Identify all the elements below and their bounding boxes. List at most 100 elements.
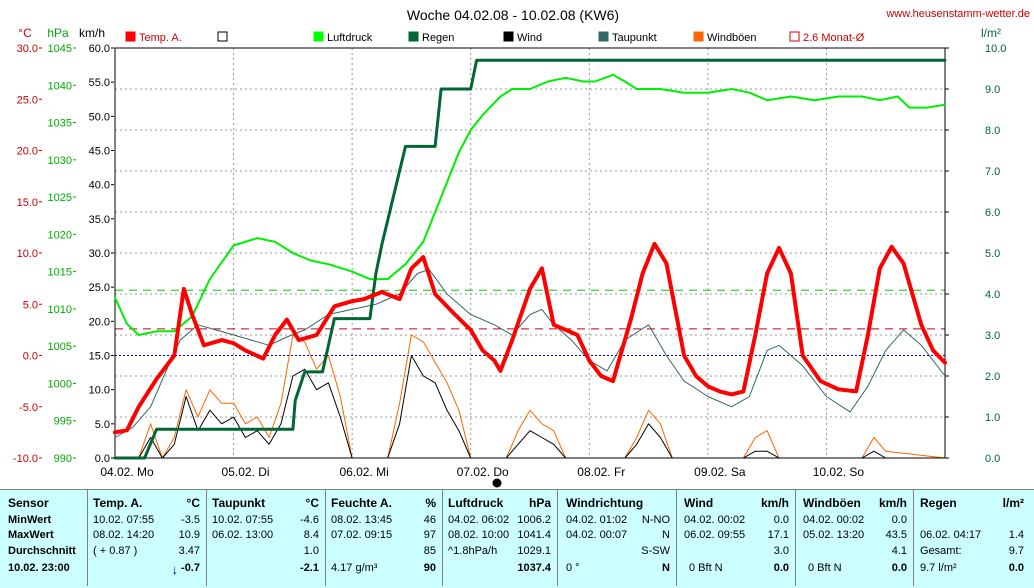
moon-phase-icon	[492, 478, 502, 488]
legend-swatch	[503, 31, 514, 42]
wind-header: Wind	[684, 496, 714, 510]
gust-now: 0.0	[891, 562, 907, 574]
x-tick-label: 06.02. Mi	[339, 465, 388, 479]
wind-tick-label: 60.0	[89, 43, 110, 55]
temp-tick-label: 10.0	[17, 248, 38, 260]
wind-min-time: 04.02. 00:02	[684, 514, 746, 526]
axis-unit-label: °C	[18, 26, 32, 40]
dew-header: Taupunkt	[212, 496, 266, 510]
rain-series	[113, 58, 947, 460]
dew-avg: 1.0	[303, 545, 319, 557]
legend-swatch	[408, 31, 419, 42]
wind-tick-label: 30.0	[89, 248, 110, 260]
column-wind: Wind km/h 04.02. 00:02 0.0 06.02. 09:55 …	[677, 490, 796, 586]
legend-item: Wind	[503, 31, 542, 44]
pressure-tick-label: 1025	[48, 192, 72, 204]
hum-min-time: 08.02. 13:45	[331, 514, 393, 526]
column-dewpoint: Taupunkt °C 10.02. 07:55 -4.6 06.02. 13:…	[207, 490, 326, 586]
press-now: 1037.4	[517, 562, 551, 574]
gust-avg: 4.1	[891, 545, 907, 557]
rain-header: Regen	[920, 496, 957, 510]
dir-now: N	[662, 562, 670, 574]
wind-tick-label: 35.0	[89, 214, 110, 226]
legend-item: Windböen	[693, 31, 757, 44]
rain-tick-label: 3.0	[985, 330, 1000, 342]
gust-unit: km/h	[878, 496, 907, 510]
hum-min-val: 46	[423, 514, 436, 526]
wind-max-val: 17.1	[767, 529, 789, 541]
column-rain: Regen l/m² 06.02. 04:17 1.4 Gesamt: 9.7 …	[914, 490, 1032, 586]
column-temp: Temp. A. °C 10.02. 07:55 -3.5 08.02. 14:…	[88, 490, 207, 586]
pressure-tick-label: 1010	[48, 304, 72, 316]
rain-unit: l/m²	[1002, 496, 1024, 510]
column-gusts: Windböen km/h 04.02. 00:02 0.0 05.02. 13…	[796, 490, 914, 586]
rain-max-time: 06.02. 04:17	[920, 529, 982, 541]
legend-label: Windböen	[707, 32, 757, 44]
axes: 30.0 25.0 20.0 15.0 10.0 5.0 0.0 -5.0 -10.0 1045 1…	[13, 43, 1006, 488]
dir-max-val: N	[662, 529, 670, 541]
hum-header: Feuchte A.	[331, 496, 392, 510]
pressure-series	[114, 73, 946, 336]
wind-tick-label: 10.0	[89, 385, 110, 397]
press-max-time: 08.02. 10:00	[448, 529, 510, 541]
legend-item: Temp. A.	[125, 31, 182, 44]
rain-tick-label: 10.0	[985, 43, 1006, 55]
temp-tick-label: 0.0	[23, 351, 38, 363]
series-layer	[113, 58, 947, 460]
current-time: 10.02. 23:00	[8, 562, 70, 574]
pressure-tick-label: 1040	[48, 80, 72, 92]
legend: Temp. A. Luftdruck Regen Wind Taupunkt Windbö…	[125, 31, 865, 44]
legend-label: Temp. A.	[139, 32, 182, 44]
dewpoint-series	[114, 268, 946, 438]
legend-item: Luftdruck	[313, 31, 373, 44]
temp-tick-label: 5.0	[23, 299, 38, 311]
wind-series	[114, 355, 946, 459]
pressure-tick-label: 1035	[48, 118, 72, 130]
sensor-header: Sensor	[8, 496, 49, 510]
legend-swatch	[693, 31, 704, 42]
pressure-tick-label: 1030	[48, 155, 72, 167]
pressure-tick-label: 1005	[48, 341, 72, 353]
temp-tick-label: -5.0	[19, 402, 38, 414]
temp-max-time: 08.02. 14:20	[93, 529, 155, 541]
temp-tick-label: 25.0	[17, 94, 38, 106]
legend-label: Wind	[517, 32, 542, 44]
temp-min-time: 10.02. 07:55	[93, 514, 155, 526]
temp-min-val: -3.5	[181, 514, 200, 526]
column-pressure: Luftdruck hPa 04.02. 06:02 1006.2 08.02.…	[443, 490, 558, 586]
temp-trend: ( + 0.87 )	[93, 545, 138, 557]
rain-total: 9.7	[1008, 545, 1024, 557]
wind-tick-label: 15.0	[89, 351, 110, 363]
axis-unit-label: km/h	[79, 26, 105, 40]
pressure-tick-label: 995	[54, 416, 72, 428]
rain-tick-label: 2.0	[985, 371, 1000, 383]
axis-unit-label: hPa	[47, 26, 69, 40]
rain-tick-label: 0.0	[985, 453, 1000, 465]
legend-label: Taupunkt	[612, 32, 657, 44]
dir-avg: S-SW	[641, 545, 670, 557]
minwert-label: MinWert	[8, 514, 52, 526]
wind-tick-label: 40.0	[89, 180, 110, 192]
statistics-table: Sensor MinWert MaxWert Durchschnitt 10.0…	[0, 489, 1034, 588]
press-min-time: 04.02. 06:02	[448, 514, 510, 526]
pressure-tick-label: 1000	[48, 378, 72, 390]
press-max-val: 1041.4	[517, 529, 551, 541]
rain-total-label: Gesamt:	[920, 545, 962, 557]
press-min-val: 1006.2	[517, 514, 551, 526]
column-wind-direction: Windrichtung 04.02. 01:02 N-NO 04.02. 00…	[558, 490, 677, 586]
press-header: Luftdruck	[448, 496, 504, 510]
legend-label: Luftdruck	[327, 32, 373, 44]
gust-min-val: 0.0	[891, 514, 907, 526]
website-link[interactable]: www.heusenstamm-wetter.de	[885, 8, 1030, 20]
axis-unit-label: l/m²	[981, 26, 1001, 40]
dir-max-time: 04.02. 00:07	[566, 529, 628, 541]
wind-tick-label: 45.0	[89, 146, 110, 158]
legend-label: 2.6 Monat-Ø	[803, 32, 865, 44]
press-avg: 1029.1	[517, 545, 551, 557]
temperature-series	[113, 241, 947, 435]
wind-tick-label: 0.0	[95, 453, 110, 465]
temp-tick-label: 20.0	[17, 146, 38, 158]
rain-now: 0.0	[1008, 562, 1024, 574]
temp-tick-label: 30.0	[17, 43, 38, 55]
wind-min-val: 0.0	[773, 514, 789, 526]
